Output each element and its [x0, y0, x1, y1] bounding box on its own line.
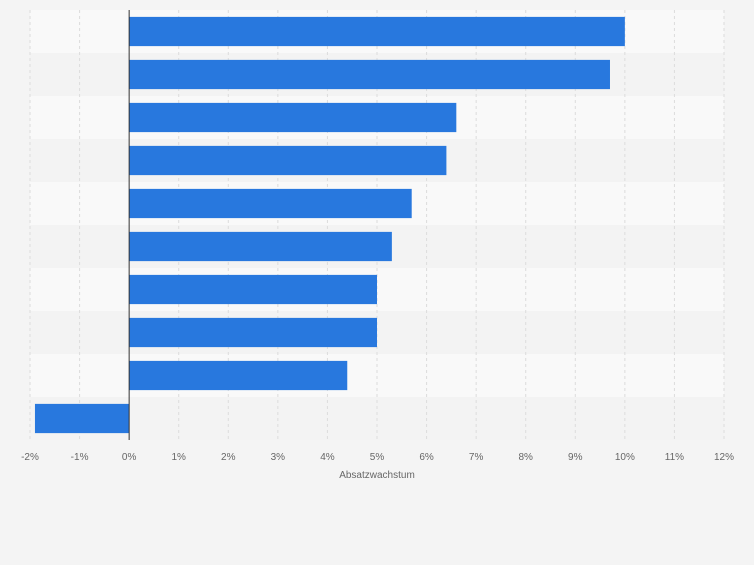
- x-tick-label: -2%: [21, 452, 39, 463]
- x-tick-labels: -2% -1% 0% 1% 2% 3% 4% 5% 6% 7% 8% 9% 10% 11% 12%: [21, 452, 734, 463]
- bars: [34, 16, 625, 434]
- x-tick-label: 9%: [568, 452, 583, 463]
- x-tick-label: 12%: [714, 452, 734, 463]
- x-axis-label: Absatzwachstum: [339, 470, 415, 481]
- x-tick-label: 5%: [370, 452, 385, 463]
- x-tick-label: 4%: [320, 452, 335, 463]
- x-tick-label: 3%: [271, 452, 286, 463]
- x-tick-label: 7%: [469, 452, 484, 463]
- x-tick-label: 1%: [171, 452, 186, 463]
- x-tick-label: 6%: [419, 452, 434, 463]
- x-tick-label: 2%: [221, 452, 236, 463]
- x-tick-label: -1%: [71, 452, 89, 463]
- bar: [129, 102, 457, 133]
- bar: [34, 403, 130, 434]
- x-tick-label: 8%: [518, 452, 533, 463]
- x-tick-label: 11%: [665, 452, 684, 463]
- bar: [129, 360, 348, 391]
- bar: [129, 145, 447, 176]
- x-tick-label: 10%: [615, 452, 635, 463]
- bar: [129, 274, 377, 305]
- bar: [129, 231, 392, 262]
- bar: [129, 317, 377, 348]
- bar: [129, 59, 610, 90]
- x-tick-label: 0%: [122, 452, 137, 463]
- bar: [129, 16, 625, 47]
- bar: [129, 188, 412, 219]
